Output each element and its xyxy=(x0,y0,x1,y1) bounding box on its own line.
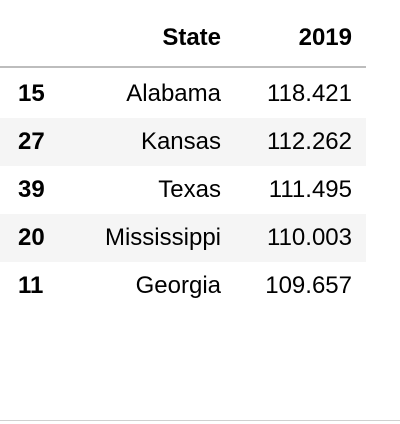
table-row: 20 Mississippi 110.003 xyxy=(0,214,366,262)
row-index: 11 xyxy=(18,272,44,299)
state-cell: Mississippi xyxy=(104,224,221,251)
table-row: 39 Texas 111.495 xyxy=(0,166,366,214)
row-index: 15 xyxy=(18,80,45,107)
table-row: 11 Georgia 109.657 xyxy=(0,262,366,310)
state-cell: Alabama xyxy=(126,80,221,107)
row-index: 27 xyxy=(18,128,45,155)
value-cell: 112.262 xyxy=(267,128,352,155)
state-cell: Kansas xyxy=(140,128,221,155)
table-header: State 2019 xyxy=(0,0,366,68)
row-index: 20 xyxy=(18,224,45,251)
value-cell: 118.421 xyxy=(267,80,352,107)
value-cell: 111.495 xyxy=(268,176,352,203)
dataframe-table: State 2019 15 Alabama 118.421 27 Kansas … xyxy=(0,0,366,310)
value-cell: 110.003 xyxy=(267,224,352,251)
table-row: 27 Kansas 112.262 xyxy=(0,118,366,166)
table-row: 15 Alabama 118.421 xyxy=(0,70,366,118)
row-index: 39 xyxy=(18,176,45,203)
bottom-divider xyxy=(0,420,400,421)
table-body: 15 Alabama 118.421 27 Kansas 112.262 39 … xyxy=(0,70,366,310)
state-cell: Georgia xyxy=(135,272,221,299)
state-cell: Texas xyxy=(158,176,221,203)
column-header-state: State xyxy=(162,24,221,51)
value-cell: 109.657 xyxy=(265,272,352,299)
column-header-2019: 2019 xyxy=(298,24,352,51)
